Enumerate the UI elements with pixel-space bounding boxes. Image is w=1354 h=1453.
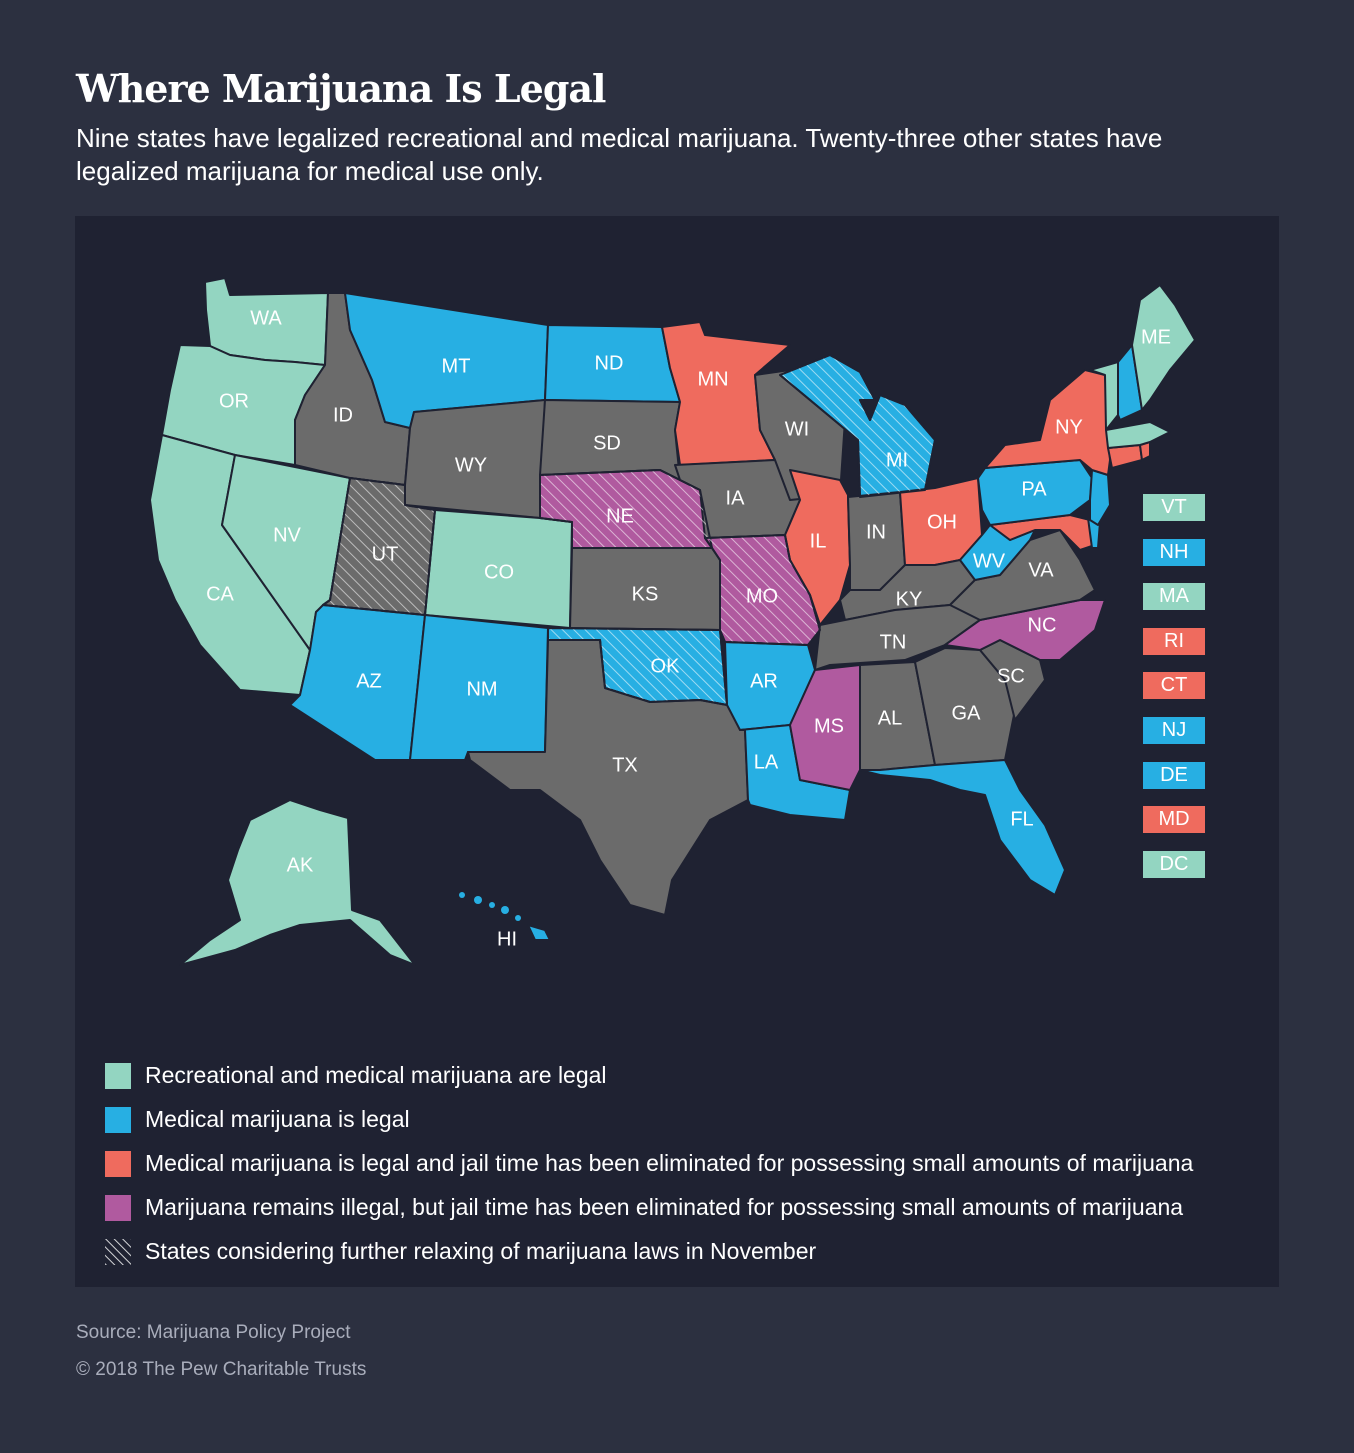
ne-box-NJ[interactable]: NJ (1143, 717, 1205, 744)
ne-box-RI[interactable]: RI (1143, 627, 1205, 655)
state-MA[interactable] (1105, 421, 1171, 449)
state-label-IL: IL (810, 530, 827, 552)
page-subtitle: Nine states have legalized recreational … (76, 123, 1163, 186)
legend-swatch-hatch (105, 1239, 131, 1265)
state-label-ID: ID (333, 404, 353, 426)
legend-label: Medical marijuana is legal (145, 1106, 410, 1132)
state-label-NV: NV (273, 524, 301, 546)
state-label-WV: WV (973, 550, 1006, 572)
state-label-FL: FL (1010, 808, 1033, 830)
legend-label: States considering further relaxing of m… (145, 1238, 817, 1264)
state-NY[interactable] (984, 369, 1111, 476)
ne-box-DC[interactable]: DC (1143, 850, 1205, 878)
legend-swatch-medical (105, 1107, 131, 1133)
state-label-KY: KY (896, 588, 923, 610)
ne-box-NH[interactable]: NH (1143, 538, 1205, 566)
state-hatch-MI (779, 354, 936, 498)
state-label-MS: MS (814, 715, 844, 737)
copyright-note: © 2018 The Pew Charitable Trusts (76, 1359, 367, 1380)
state-label-KS: KS (632, 583, 659, 605)
state-label-SD: SD (593, 432, 621, 454)
state-NJ[interactable] (1089, 469, 1111, 526)
state-label-CA: CA (206, 583, 234, 605)
state-label-TX: TX (612, 754, 638, 776)
legend-label: Marijuana remains illegal, but jail time… (145, 1194, 1184, 1220)
state-label-MT: MT (442, 355, 471, 377)
state-label-ND: ND (595, 352, 624, 374)
hawaii-islands (459, 892, 521, 921)
state-hatch-MO (704, 534, 821, 646)
state-label-MI: MI (886, 449, 908, 471)
state-label-NE: NE (606, 505, 634, 527)
map-panel: WA OR CA NV ID MT WY UT CO AZ NM ND SD NE KS OK TX MN IA MO… (75, 216, 1279, 1287)
legend-swatch-recreational (105, 1063, 131, 1089)
state-label-HI: HI (497, 928, 517, 950)
state-label-OR: OR (219, 390, 249, 412)
state-label-WY: WY (455, 454, 487, 476)
legend-label: Recreational and medical marijuana are l… (145, 1062, 607, 1088)
state-label-PA: PA (1021, 478, 1047, 500)
state-label-IN: IN (866, 521, 886, 543)
state-hatch-UT (322, 477, 436, 616)
state-label-CO: CO (484, 561, 514, 583)
us-map: WA OR CA NV ID MT WY UT CO AZ NM ND SD NE KS OK TX MN IA MO… (149, 277, 1196, 966)
state-ME[interactable] (1131, 284, 1196, 411)
legend-label: Medical marijuana is legal and jail time… (145, 1150, 1194, 1176)
state-label-IA: IA (726, 487, 746, 509)
state-label-MN: MN (697, 368, 728, 390)
state-NH[interactable] (1117, 344, 1143, 421)
state-label-LA: LA (754, 751, 779, 773)
state-hatch-OK (547, 627, 728, 706)
source-note: Source: Marijuana Policy Project (76, 1322, 351, 1343)
state-label-OH: OH (927, 511, 957, 533)
state-label-OK: OK (651, 655, 681, 677)
state-label-GA: GA (952, 702, 982, 724)
state-label-MO: MO (746, 585, 778, 607)
state-HI[interactable] (527, 924, 551, 941)
state-label-AL: AL (878, 707, 902, 729)
state-label-ME: ME (1141, 326, 1171, 348)
page-title: Where Marijuana Is Legal (76, 66, 606, 111)
state-label-AK: AK (287, 854, 314, 876)
ne-box-CT[interactable]: CT (1143, 672, 1205, 700)
state-label-VA: VA (1028, 559, 1054, 581)
state-label-UT: UT (372, 543, 399, 565)
state-label-NY: NY (1055, 416, 1083, 438)
state-label-SC: SC (997, 665, 1025, 687)
state-label-NM: NM (466, 678, 497, 700)
state-label-NC: NC (1028, 614, 1057, 636)
ne-box-VT[interactable]: VT (1143, 494, 1205, 521)
state-MD[interactable] (989, 514, 1096, 551)
legend-swatch-decriminalized-illegal (105, 1195, 131, 1221)
ne-box-DE[interactable]: DE (1143, 761, 1205, 789)
state-label-TN: TN (880, 631, 907, 653)
legend-swatch-decriminalized-medical (105, 1151, 131, 1177)
ne-box-MA[interactable]: MA (1143, 583, 1205, 611)
state-VT[interactable] (1089, 361, 1119, 431)
state-label-WI: WI (785, 418, 809, 440)
state-FL[interactable] (859, 759, 1066, 896)
ne-box-MD[interactable]: MD (1143, 806, 1205, 834)
state-label-AZ: AZ (356, 670, 382, 692)
state-label-AR: AR (750, 670, 778, 692)
state-AK[interactable] (179, 799, 416, 966)
state-label-WA: WA (250, 307, 282, 329)
